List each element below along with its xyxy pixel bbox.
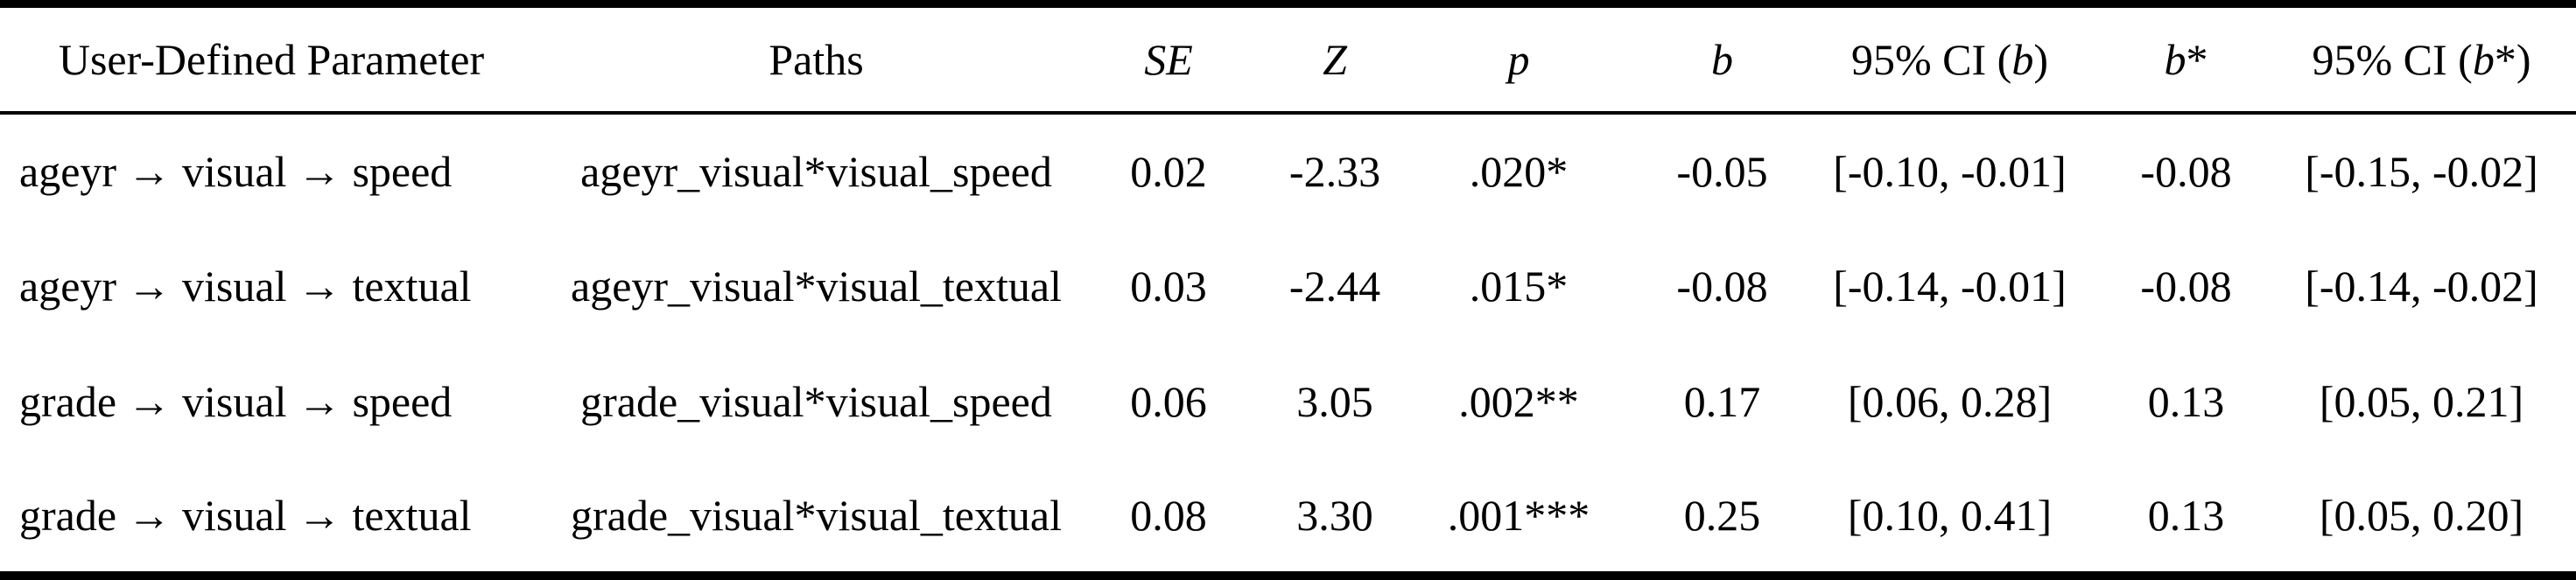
cell-b-star: -0.08 [2140,262,2232,311]
column-header-user-defined-parameter: User-Defined Parameter [0,3,543,115]
cell-p: .015* [1469,262,1569,311]
table-row: ageyr → visual → speed ageyr_visual*visu… [0,113,2576,228]
header-label: b [1711,34,1733,84]
cell-z: 3.30 [1296,491,1373,541]
cell-b-star: -0.08 [2140,146,2232,196]
cell-ci-b: [0.10, 0.41] [1847,491,2053,541]
cell-parameter: ageyr → visual → speed [19,146,453,196]
column-header-se: SE [1090,3,1247,115]
cell-p: .001*** [1447,491,1590,541]
header-label: p [1507,34,1530,84]
cell-b: -0.08 [1676,262,1768,311]
header-label: User-Defined Parameter [58,34,485,84]
cell-z: -2.44 [1288,262,1381,311]
header-label-variable: b [2164,34,2186,84]
cell-z: 3.05 [1296,377,1373,427]
cell-path: grade_visual*visual_speed [580,377,1052,427]
cell-ci-b-star: [0.05, 0.21] [2319,377,2524,427]
header-label: SE [1144,34,1193,84]
column-header-p: p [1422,3,1615,115]
cell-se: 0.02 [1130,146,1207,196]
cell-parameter: grade → visual → textual [19,491,472,541]
cell-ci-b: [-0.14, -0.01] [1833,262,2067,311]
table-row: ageyr → visual → textual ageyr_visual*vi… [0,228,2576,344]
column-header-b: b [1615,3,1829,115]
cell-ci-b: [0.06, 0.28] [1847,377,2053,427]
table-row: grade → visual → speed grade_visual*visu… [0,344,2576,459]
cell-p: .002** [1458,377,1579,427]
cell-path: ageyr_visual*visual_textual [571,262,1062,311]
column-header-ci-b-star: 95% CI (b*) [2302,3,2576,115]
header-label-variable: b [2472,34,2495,84]
cell-p: .020* [1469,146,1569,196]
cell-se: 0.06 [1130,377,1207,427]
cell-se: 0.08 [1130,491,1207,541]
table-row: grade → visual → textual grade_visual*vi… [0,460,2576,576]
header-label-prefix: 95% CI ( [1851,34,2012,84]
table-body: ageyr → visual → speed ageyr_visual*visu… [0,113,2576,577]
cell-path: ageyr_visual*visual_speed [580,146,1052,196]
cell-b-star: 0.13 [2147,377,2225,427]
cell-path: grade_visual*visual_textual [571,491,1062,541]
header-label-suffix: ) [2033,34,2048,84]
cell-ci-b: [-0.10, -0.01] [1833,146,2067,196]
cell-parameter: ageyr → visual → textual [19,262,472,311]
cell-se: 0.03 [1130,262,1207,311]
cell-z: -2.33 [1288,146,1381,196]
column-header-z: Z [1247,3,1422,115]
cell-b: -0.05 [1676,146,1768,196]
header-label: Z [1323,34,1347,84]
cell-b: 0.17 [1683,377,1761,427]
table-header: User-Defined Parameter Paths SE Z p b 95… [0,3,2576,115]
header-label-variable: b [2011,34,2034,84]
header-label-star: * [2186,34,2208,84]
cell-ci-b-star: [-0.14, -0.02] [2305,262,2538,311]
column-header-paths: Paths [543,3,1090,115]
cell-ci-b-star: [0.05, 0.20] [2319,491,2524,541]
header-label-suffix: *) [2494,34,2531,84]
header-label: Paths [769,34,864,84]
column-header-b-star: b* [2070,3,2302,115]
table-header-row: User-Defined Parameter Paths SE Z p b 95… [0,3,2576,115]
cell-b: 0.25 [1683,491,1761,541]
column-header-ci-b: 95% CI (b) [1829,3,2070,115]
cell-ci-b-star: [-0.15, -0.02] [2305,146,2538,196]
cell-parameter: grade → visual → speed [19,377,453,427]
header-label-prefix: 95% CI ( [2312,34,2473,84]
cell-b-star: 0.13 [2147,491,2225,541]
